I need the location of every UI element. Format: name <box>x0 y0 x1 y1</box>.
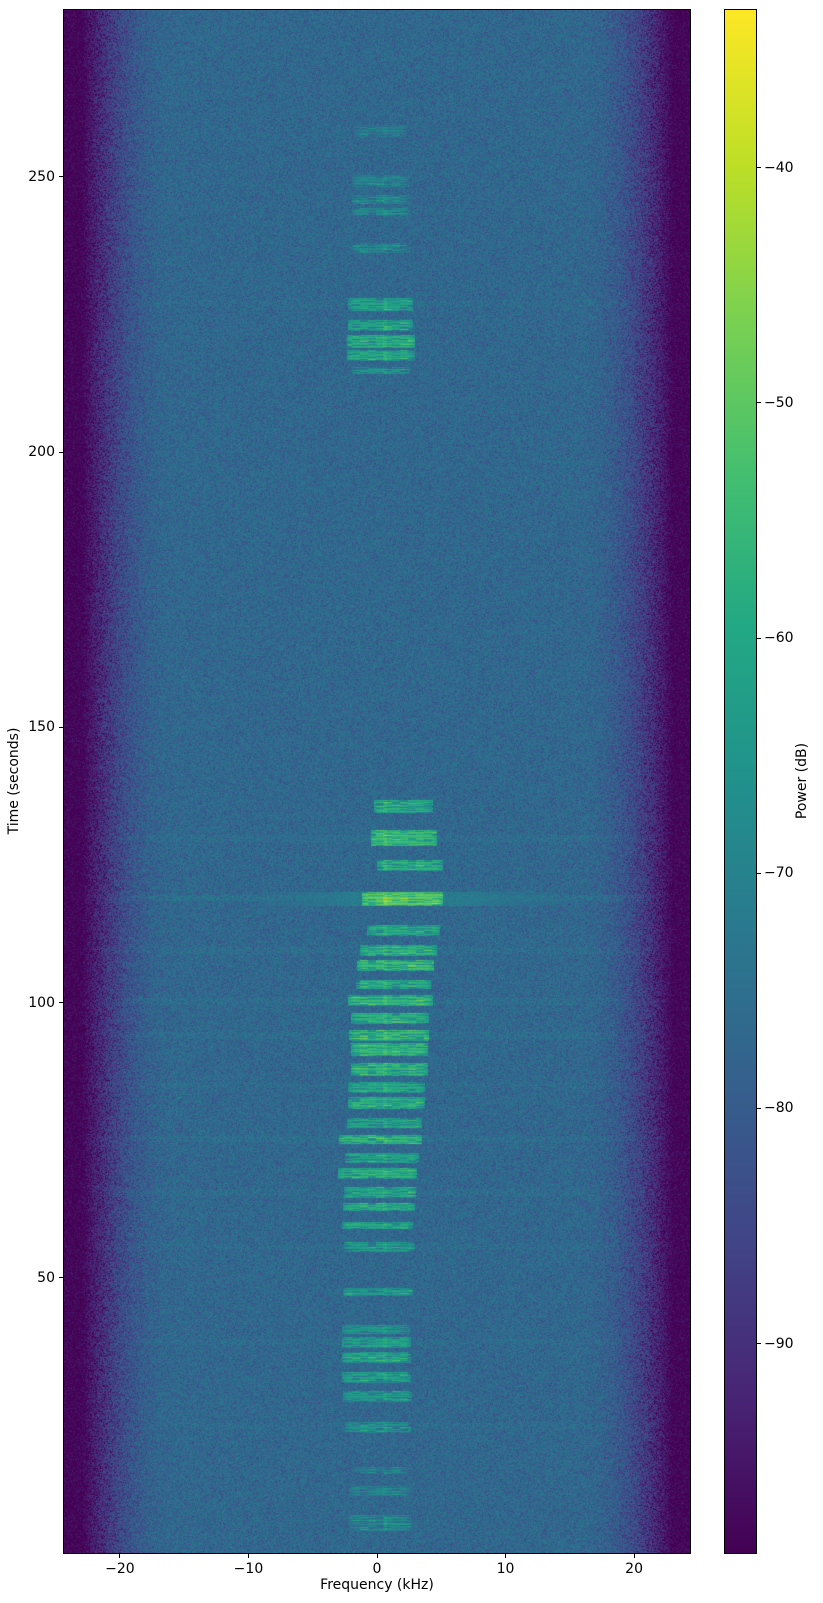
x-tick-label: −10 <box>233 1561 264 1577</box>
colorbar-tick-mark <box>757 637 761 639</box>
y-tick-label: 50 <box>37 1269 55 1286</box>
x-tick-label: 10 <box>496 1561 515 1577</box>
y-tick-label: 100 <box>28 994 55 1011</box>
y-axis-label: Time (seconds) <box>6 727 22 835</box>
x-tick-mark <box>247 1554 249 1558</box>
colorbar-gradient-canvas <box>725 10 756 1553</box>
y-tick-mark <box>59 1277 63 1279</box>
x-tick-label: −20 <box>105 1561 135 1577</box>
colorbar-tick-label: −80 <box>764 1100 794 1117</box>
colorbar-tick-label: −50 <box>764 394 794 411</box>
x-tick-label: 0 <box>372 1561 382 1577</box>
colorbar <box>724 9 757 1554</box>
x-tick-mark <box>505 1554 507 1558</box>
y-tick-mark <box>59 1002 63 1004</box>
colorbar-tick-mark <box>757 402 761 404</box>
colorbar-label: Power (dB) <box>794 742 810 820</box>
x-tick-mark <box>633 1554 635 1558</box>
x-tick-mark <box>119 1554 121 1558</box>
colorbar-tick-mark <box>757 1107 761 1109</box>
y-tick-mark <box>59 726 63 728</box>
x-tick-label: 20 <box>625 1561 643 1577</box>
spectrogram-heatmap-canvas <box>64 10 690 1553</box>
y-tick-mark <box>59 176 63 178</box>
colorbar-tick-mark <box>757 167 761 169</box>
colorbar-tick-label: −90 <box>764 1335 794 1352</box>
colorbar-tick-label: −40 <box>764 159 794 176</box>
colorbar-tick-mark <box>757 872 761 874</box>
y-tick-label: 200 <box>28 444 55 461</box>
plot-area <box>63 9 691 1554</box>
colorbar-tick-mark <box>757 1343 761 1345</box>
x-axis-label: Frequency (kHz) <box>320 1577 434 1593</box>
y-tick-label: 150 <box>28 719 55 736</box>
y-tick-label: 250 <box>28 168 55 185</box>
colorbar-tick-label: −60 <box>764 630 794 647</box>
x-tick-mark <box>376 1554 378 1558</box>
y-tick-mark <box>59 451 63 453</box>
colorbar-tick-label: −70 <box>764 865 794 882</box>
